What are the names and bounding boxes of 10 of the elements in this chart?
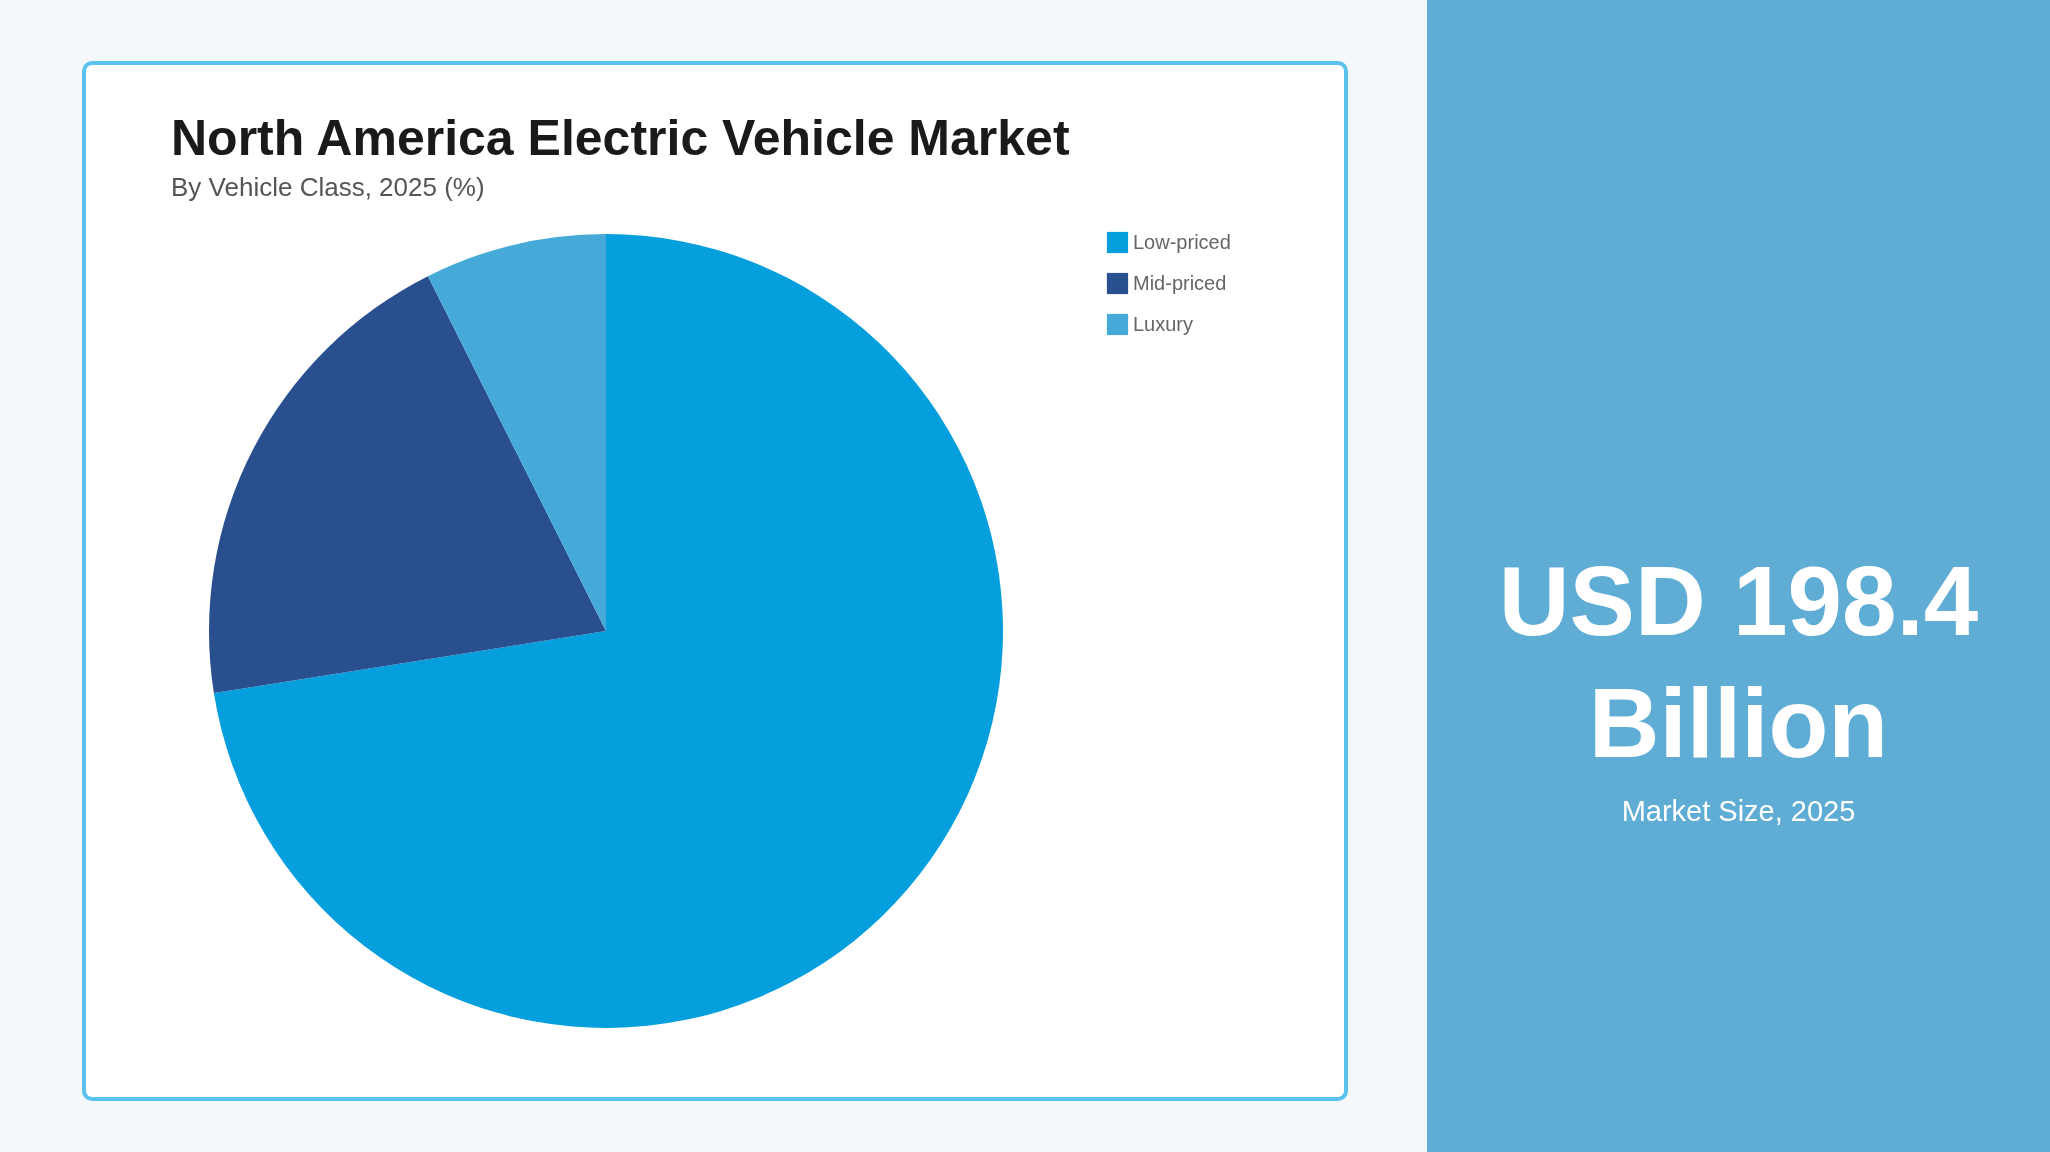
chart-subtitle: By Vehicle Class, 2025 (%) [171,172,485,202]
chart-title: North America Electric Vehicle Market [171,110,1070,166]
text: Market Size, 2025 [1620,794,1857,829]
legend-label: Mid-priced [1133,271,1227,294]
pie-slice [209,276,606,694]
legend-label: Luxury [1133,312,1194,335]
text: USD 198.4 Billion [1497,545,1980,780]
pie-slice [213,234,1003,1028]
legend-label: Low-priced [1133,230,1231,253]
pie-slice [427,234,606,631]
